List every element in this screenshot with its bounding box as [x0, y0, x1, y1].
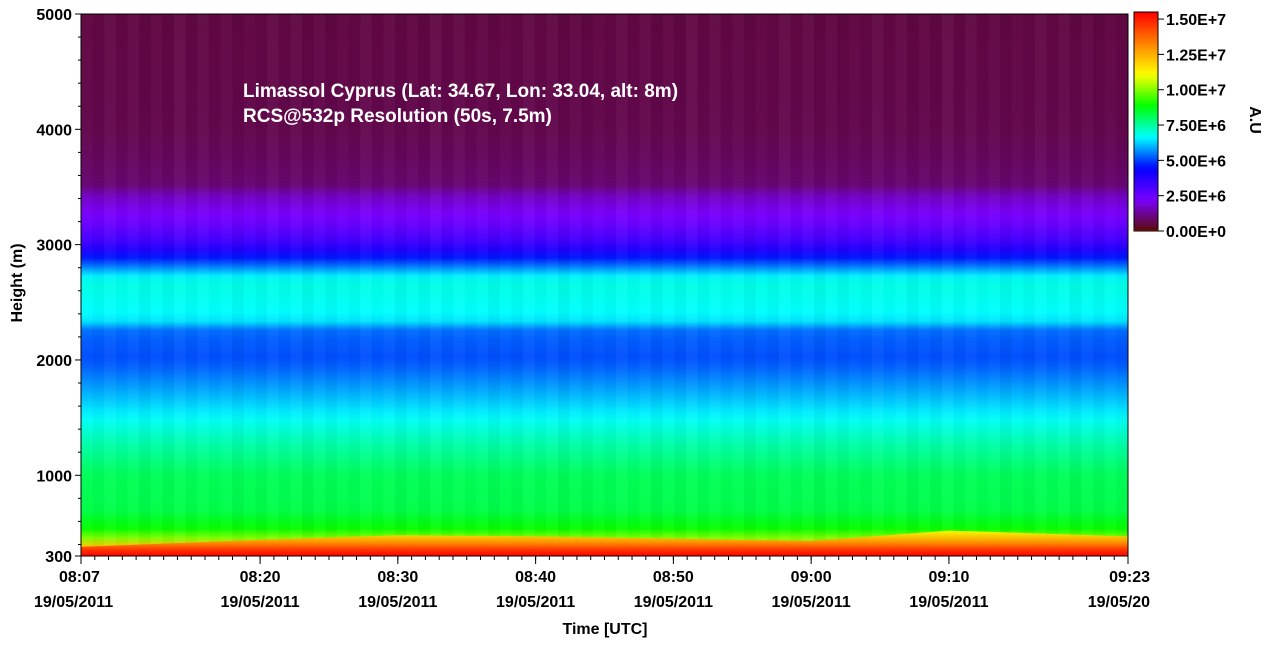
- heatmap-column: [1023, 14, 1035, 556]
- x-tick-label-date: 19/05/2011: [220, 594, 299, 611]
- heatmap-column: [221, 14, 233, 556]
- heatmap-column: [186, 14, 198, 556]
- colorbar-tick-label: 1.50E+7: [1166, 12, 1226, 29]
- x-tick-label-time: 09:23: [1109, 569, 1150, 586]
- colorbar-tick-label: 5.00E+6: [1166, 153, 1226, 170]
- x-tick-label-date: 19/05/20: [1088, 594, 1150, 611]
- heatmap-column: [791, 14, 803, 556]
- heatmap-column: [1116, 14, 1128, 556]
- heatmap-column: [860, 14, 872, 556]
- heatmap-column: [139, 14, 151, 556]
- colorbar-tick-label: 1.25E+7: [1166, 47, 1226, 64]
- x-tick-label-date: 19/05/2011: [496, 594, 575, 611]
- x-tick-label-time: 09:00: [791, 569, 832, 586]
- heatmap-column: [302, 14, 314, 556]
- x-tick-label-date: 19/05/2011: [358, 594, 437, 611]
- heatmap-column: [1012, 14, 1024, 556]
- x-tick-label-time: 08:50: [653, 569, 694, 586]
- heatmap-column: [197, 14, 209, 556]
- heatmap-column: [1093, 14, 1105, 556]
- colorbar-tick-label: 2.50E+6: [1166, 189, 1226, 206]
- plot-area: [81, 14, 1128, 556]
- heatmap-column: [81, 14, 93, 556]
- heatmap-column: [721, 14, 733, 556]
- x-tick-label-date: 19/05/2011: [772, 594, 851, 611]
- heatmap-column: [558, 14, 570, 556]
- heatmap-column: [802, 14, 814, 556]
- heatmap-column: [988, 14, 1000, 556]
- heatmap-column: [779, 14, 791, 556]
- heatmap-column: [93, 14, 105, 556]
- heatmap-column: [174, 14, 186, 556]
- axes: 300 1000 2000 3000 4000 5000 08:07 19/05/2011 08…: [34, 7, 1150, 611]
- x-tick-label-date: 19/05/2011: [34, 594, 113, 611]
- annotation-location: Limassol Cyprus (Lat: 34.67, Lon: 33.04,…: [243, 81, 678, 102]
- colorbar-tick-label: 1.00E+7: [1166, 83, 1226, 100]
- heatmap-column: [128, 14, 140, 556]
- heatmap-column: [884, 14, 896, 556]
- x-tick-label-date: 19/05/2011: [909, 594, 988, 611]
- heatmap-column: [1105, 14, 1117, 556]
- heatmap-column: [965, 14, 977, 556]
- heatmap-column: [1069, 14, 1082, 556]
- y-tick-label: 1000: [36, 468, 72, 485]
- x-tick-label-time: 09:10: [928, 569, 969, 586]
- heatmap-column: [733, 14, 745, 556]
- heatmap-column: [1058, 14, 1070, 556]
- heatmap-column: [1000, 14, 1012, 556]
- x-tick-label-time: 08:30: [377, 569, 418, 586]
- heatmap-column: [919, 14, 931, 556]
- heatmap-column: [209, 14, 221, 556]
- heatmap-column: [1082, 14, 1094, 556]
- heatmap-column: [116, 14, 128, 556]
- heatmap-column: [895, 14, 907, 556]
- heatmap-column: [709, 14, 721, 556]
- surface-aerosol-layer: [81, 530, 1128, 556]
- x-tick-label-date: 19/05/2011: [634, 594, 713, 611]
- heatmap-column: [826, 14, 838, 556]
- heatmap-column: [954, 14, 966, 556]
- heatmap-column: [698, 14, 710, 556]
- y-axis-title: Height (m): [9, 243, 26, 322]
- colorbar: 1.50E+7 1.25E+7 1.00E+7 7.50E+6 5.00E+6 2.50E…: [1133, 11, 1226, 241]
- heatmap-column: [744, 14, 756, 556]
- x-axis-title: Time [UTC]: [562, 621, 647, 638]
- y-tick-label: 3000: [36, 238, 72, 255]
- heatmap-column: [872, 14, 884, 556]
- x-tick-label-time: 08:40: [515, 569, 556, 586]
- colorbar-under-swatch: [1134, 228, 1158, 231]
- x-tick-label-time: 08:20: [240, 569, 281, 586]
- colorbar-tick-label: 7.50E+6: [1166, 118, 1226, 135]
- heatmap-column: [430, 14, 442, 556]
- heatmap-column: [907, 14, 919, 556]
- heatmap-column: [849, 14, 861, 556]
- heatmap-column: [767, 14, 779, 556]
- heatmap-column: [685, 14, 698, 556]
- heatmap-column: [1035, 14, 1047, 556]
- colorbar-scale: [1133, 11, 1159, 232]
- annotation-resolution: RCS@532p Resolution (50s, 7.5m): [243, 106, 552, 127]
- y-tick-label: 2000: [36, 353, 72, 370]
- y-tick-label: 300: [45, 549, 72, 566]
- heatmap-column: [756, 14, 768, 556]
- heatmap-column: [151, 14, 163, 556]
- heatmap-column: [1047, 14, 1059, 556]
- heatmap-column: [930, 14, 942, 556]
- heatmap-field: [81, 14, 1128, 556]
- heatmap-column: [813, 14, 826, 556]
- y-tick-label: 4000: [36, 122, 72, 139]
- colorbar-tick-label: 0.00E+0: [1166, 224, 1226, 241]
- colorbar-title: A.U: [1246, 106, 1263, 134]
- heatmap-column: [104, 14, 116, 556]
- heatmap-column: [941, 14, 954, 556]
- y-tick-label: 5000: [36, 7, 72, 24]
- x-tick-label-time: 08:07: [59, 569, 100, 586]
- heatmap-column: [837, 14, 849, 556]
- heatmap-column: [162, 14, 174, 556]
- heatmap-column: [977, 14, 989, 556]
